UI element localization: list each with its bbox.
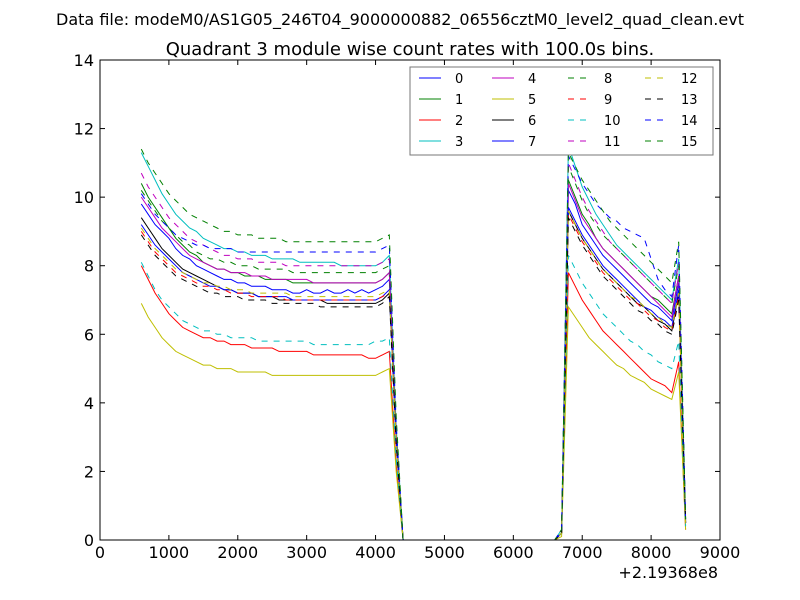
x-tick-label-7: 7000 <box>562 543 603 562</box>
legend-label-14: 14 <box>681 114 698 129</box>
series-line-6 <box>140 210 687 541</box>
y-tick-label-0: 0 <box>84 531 94 550</box>
plot-frame <box>99 59 721 541</box>
legend-label-12: 12 <box>681 72 698 87</box>
legend-label-4: 4 <box>528 72 536 87</box>
legend-label-10: 10 <box>604 114 621 129</box>
y-tick-label-7: 14 <box>74 51 94 70</box>
series-line-13 <box>140 217 687 541</box>
series-line-10 <box>140 255 687 541</box>
series-line-4 <box>140 183 687 541</box>
legend-label-13: 13 <box>681 93 698 108</box>
legend-label-1: 1 <box>455 93 463 108</box>
series-line-5 <box>140 303 687 541</box>
x-tick-label-2: 2000 <box>217 543 258 562</box>
x-tick-label-9: 9000 <box>700 543 741 562</box>
series-line-1 <box>140 179 687 541</box>
legend-box <box>409 66 714 156</box>
y-tick-label-6: 12 <box>74 120 94 139</box>
series-line-12 <box>140 210 687 541</box>
x-axis-offset-label: +2.19368e8 <box>618 563 718 582</box>
y-tick-label-5: 10 <box>74 188 94 207</box>
x-tick-label-1: 1000 <box>149 543 190 562</box>
chart-title: Quadrant 3 module wise count rates with … <box>166 39 655 60</box>
series-line-0 <box>140 190 687 541</box>
legend-label-6: 6 <box>528 114 536 129</box>
legend-label-2: 2 <box>455 114 463 129</box>
series-line-11 <box>140 162 687 541</box>
x-tick-label-8: 8000 <box>631 543 672 562</box>
series-line-15 <box>140 148 687 541</box>
series-line-7 <box>140 207 687 541</box>
y-tick-label-3: 6 <box>84 325 94 344</box>
series-line-9 <box>140 214 687 541</box>
legend-label-15: 15 <box>681 135 698 150</box>
legend-label-5: 5 <box>528 93 536 108</box>
y-tick-label-2: 4 <box>84 394 94 413</box>
legend-label-8: 8 <box>604 72 612 87</box>
x-tick-label-0: 0 <box>95 543 105 562</box>
x-tick-label-4: 4000 <box>355 543 396 562</box>
x-tick-label-5: 5000 <box>424 543 465 562</box>
axis-ticks: 0 1000 2000 3000 4000 5000 6000 7000 8000 9000 0 2 4… <box>74 51 741 562</box>
series-layer <box>140 145 687 541</box>
legend-label-3: 3 <box>455 135 463 150</box>
series-line-3 <box>140 145 687 541</box>
legend-label-7: 7 <box>528 135 536 150</box>
x-tick-label-6: 6000 <box>493 543 534 562</box>
y-tick-label-4: 8 <box>84 257 94 276</box>
chart-suptitle: Data file: modeM0/AS1G05_246T04_90000008… <box>56 10 744 30</box>
x-tick-label-3: 3000 <box>286 543 327 562</box>
series-line-8 <box>140 166 687 541</box>
y-tick-label-1: 2 <box>84 462 94 481</box>
legend-label-0: 0 <box>455 72 463 87</box>
series-line-14 <box>140 155 687 541</box>
legend-label-11: 11 <box>604 135 621 150</box>
series-line-2 <box>140 265 687 541</box>
legend-label-9: 9 <box>604 93 612 108</box>
